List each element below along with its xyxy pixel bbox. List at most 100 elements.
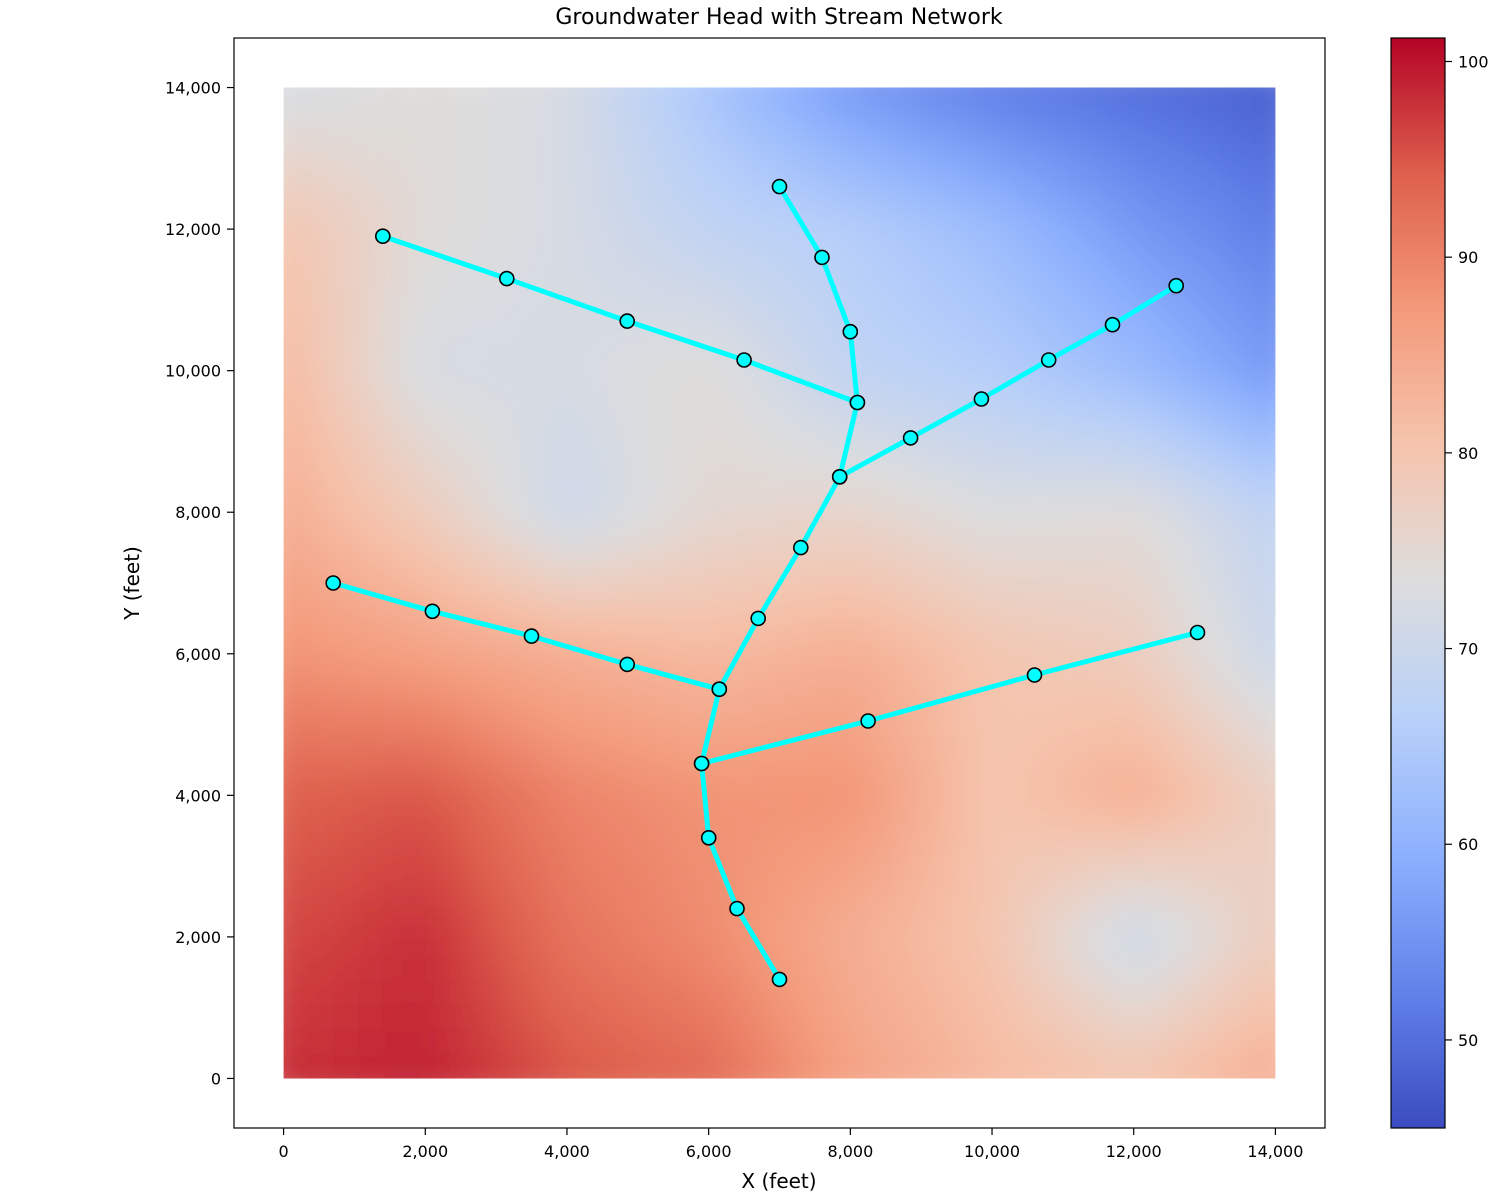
heatmap-cell <box>953 1053 979 1079</box>
heatmap-cell <box>680 211 706 237</box>
heatmap-cell <box>605 483 632 510</box>
heatmap-cell <box>407 929 433 956</box>
heatmap-cell <box>1027 260 1053 287</box>
heatmap-cell <box>729 979 756 1005</box>
heatmap-cell <box>605 929 632 956</box>
heatmap-cell <box>1126 508 1153 535</box>
heatmap-cell <box>655 409 681 435</box>
heatmap-cell <box>556 360 582 386</box>
heatmap-cell <box>1002 682 1029 708</box>
heatmap-cell <box>333 855 359 881</box>
heatmap-cell <box>754 310 781 336</box>
heatmap-cell <box>680 558 706 584</box>
heatmap-cell <box>1002 1028 1029 1055</box>
heatmap-cell <box>1077 186 1103 213</box>
heatmap-cell <box>506 161 533 188</box>
heatmap-cell <box>333 384 359 411</box>
heatmap-cell <box>1077 434 1103 460</box>
heatmap-cell <box>283 310 309 336</box>
heatmap-cell <box>283 112 309 138</box>
heatmap-cell <box>705 558 731 584</box>
heatmap-cell <box>1225 87 1252 113</box>
heatmap-cell <box>878 459 905 485</box>
heatmap-cell <box>1077 954 1103 980</box>
colorbar-tick-label: 80 <box>1458 444 1478 463</box>
heatmap-cell <box>382 706 409 733</box>
heatmap-cell <box>953 533 979 559</box>
heatmap-cell <box>283 1028 309 1055</box>
heatmap-cell <box>903 260 929 287</box>
heatmap-cell <box>754 137 781 163</box>
heatmap-cell <box>581 583 607 609</box>
heatmap-cell <box>878 260 905 287</box>
heatmap-cell <box>705 954 731 980</box>
heatmap-cell <box>977 137 1004 163</box>
heatmap-cell <box>928 310 954 336</box>
stream-node <box>325 575 342 591</box>
heatmap-cell <box>506 756 533 782</box>
heatmap-cell <box>283 979 309 1005</box>
heatmap-cell <box>1151 855 1177 881</box>
heatmap-cell <box>729 409 756 435</box>
heatmap-cell <box>853 1053 880 1079</box>
heatmap-cell <box>655 384 681 411</box>
heatmap-cell <box>283 285 309 312</box>
heatmap-cell <box>382 87 409 89</box>
heatmap-cell <box>1027 805 1053 832</box>
heatmap-cell <box>457 1004 483 1030</box>
heatmap-cell <box>1052 483 1078 510</box>
heatmap-cell <box>531 508 557 535</box>
heatmap-cell <box>506 186 533 213</box>
heatmap-cell <box>605 1004 632 1030</box>
heatmap-cell <box>531 112 557 138</box>
heatmap-cell <box>1225 706 1252 733</box>
heatmap-cell <box>779 706 805 733</box>
heatmap-cell <box>853 756 880 782</box>
heatmap-cell <box>1052 137 1078 163</box>
heatmap-cell <box>705 87 731 113</box>
heatmap-cell <box>1126 533 1153 559</box>
heatmap-cell <box>655 583 681 609</box>
plot-frame <box>233 37 1326 1129</box>
heatmap-cell <box>680 508 706 535</box>
heatmap-cell <box>1052 706 1078 733</box>
heatmap-cell <box>357 483 384 510</box>
heatmap-cell <box>953 459 979 485</box>
heatmap-cell <box>333 1053 359 1079</box>
heatmap-cell <box>878 161 905 188</box>
heatmap-cell <box>605 434 632 460</box>
heatmap-cell <box>308 1028 334 1055</box>
heatmap-cell <box>506 335 533 361</box>
heatmap-cell <box>581 954 607 980</box>
heatmap-cell <box>630 781 657 807</box>
heatmap-cell <box>432 632 458 658</box>
heatmap-cell <box>1077 929 1103 956</box>
heatmap-cell <box>1052 607 1078 634</box>
heatmap-cell <box>457 310 483 336</box>
heatmap-cell <box>1250 929 1276 956</box>
heatmap-cell <box>804 706 830 733</box>
heatmap-cell <box>457 186 483 213</box>
heatmap-cell <box>829 756 855 782</box>
heatmap-cell <box>481 929 508 956</box>
heatmap-cell <box>928 880 954 906</box>
heatmap-cell <box>1027 607 1053 634</box>
heatmap-cell <box>283 360 309 386</box>
heatmap-cell <box>928 954 954 980</box>
heatmap-cell <box>878 285 905 312</box>
heatmap-cell <box>407 87 433 113</box>
heatmap-cell <box>432 929 458 956</box>
heatmap-cell <box>1126 335 1153 361</box>
heatmap-cell <box>1126 384 1153 411</box>
heatmap-cell <box>481 706 508 733</box>
heatmap-cell <box>1250 1053 1276 1079</box>
heatmap-cell <box>1176 558 1202 584</box>
heatmap-cell <box>1002 260 1029 287</box>
heatmap-cell <box>481 384 508 411</box>
heatmap-cell <box>407 409 433 435</box>
heatmap-cell <box>1002 583 1029 609</box>
heatmap-cell <box>1002 409 1029 435</box>
heatmap-cell <box>605 360 632 386</box>
x-axis-label: X (feet) <box>741 1169 816 1193</box>
heatmap-cell <box>1027 1004 1053 1030</box>
